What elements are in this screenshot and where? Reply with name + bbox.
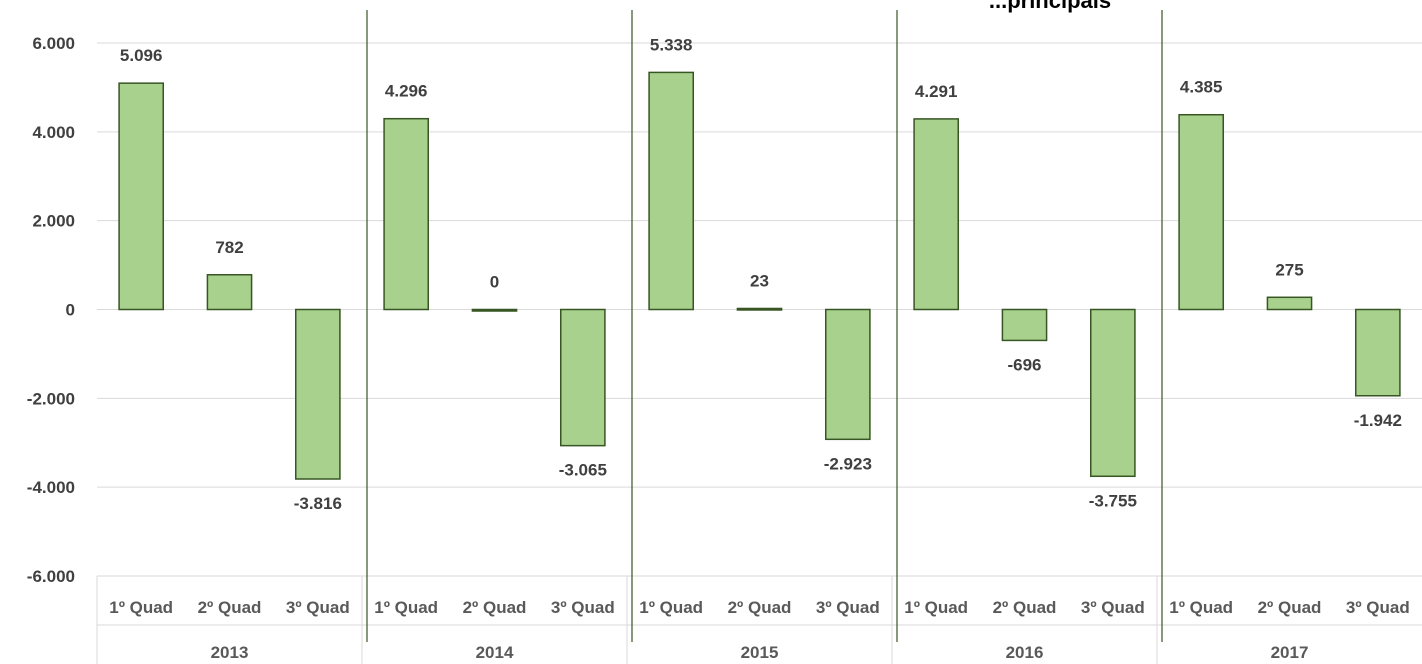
- bar: [1001, 308, 1048, 342]
- category-label: 3º Quad: [286, 598, 350, 617]
- chart-title-fragment: ...principais: [989, 0, 1111, 13]
- data-label: -696: [1007, 355, 1041, 374]
- group-label: 2014: [476, 643, 514, 662]
- y-tick-label: -2.000: [27, 389, 75, 408]
- category-label: 2º Quad: [1258, 598, 1322, 617]
- category-label: 3º Quad: [816, 598, 880, 617]
- y-tick-label: 0: [66, 301, 75, 320]
- data-label: -3.755: [1089, 491, 1137, 510]
- bar: [1266, 296, 1313, 311]
- data-label: -3.816: [294, 494, 342, 513]
- category-label: 3º Quad: [551, 598, 615, 617]
- category-label: 3º Quad: [1081, 598, 1145, 617]
- year-separators: [366, 10, 1163, 642]
- bar: [118, 82, 165, 311]
- bar: [295, 308, 341, 480]
- bar: [1355, 308, 1401, 397]
- data-label: 5.338: [650, 35, 693, 54]
- y-axis-ticks: 6.000 4.000 2.000 0 -2.000 -4.000 -6.000: [27, 34, 75, 586]
- data-label: -1.942: [1354, 411, 1402, 430]
- bar: [560, 308, 606, 447]
- data-labels: 5.096 782 -3.816 4.296 0 -3.065 5.338 23 -2.923 4…: [120, 35, 1402, 513]
- category-label: 2º Quad: [463, 598, 527, 617]
- y-tick-label: 6.000: [32, 34, 75, 53]
- data-label: 0: [490, 273, 499, 292]
- bar: [1090, 308, 1136, 478]
- group-label: 2013: [211, 643, 249, 662]
- y-tick-label: 4.000: [32, 123, 75, 142]
- bars: [118, 71, 1401, 480]
- data-label: 4.296: [385, 82, 428, 101]
- category-label: 1º Quad: [1169, 598, 1233, 617]
- y-tick-label: 2.000: [32, 212, 75, 231]
- data-label: 5.096: [120, 46, 163, 65]
- group-label: 2016: [1006, 643, 1044, 662]
- data-label: -2.923: [824, 454, 872, 473]
- category-label: 1º Quad: [374, 598, 438, 617]
- category-label: 3º Quad: [1346, 598, 1410, 617]
- data-label: 23: [750, 271, 769, 290]
- bar: [648, 71, 694, 311]
- y-tick-label: -4.000: [27, 478, 75, 497]
- category-label: 1º Quad: [904, 598, 968, 617]
- group-label: 2017: [1271, 643, 1309, 662]
- category-label: 1º Quad: [639, 598, 703, 617]
- data-label: -3.065: [559, 461, 607, 480]
- data-label: 4.385: [1180, 78, 1223, 97]
- data-label: 4.291: [915, 82, 958, 101]
- bar: [736, 307, 783, 311]
- bar: [825, 308, 871, 441]
- bar: [383, 117, 430, 311]
- category-label: 2º Quad: [198, 598, 262, 617]
- data-label: 782: [215, 238, 243, 257]
- bar: [206, 274, 253, 311]
- category-axis: 1º Quad 2º Quad 3º Quad 2013 1º Quad 2º Quad 3…: [96, 575, 1422, 664]
- bar: [913, 118, 959, 311]
- data-label: 275: [1275, 260, 1303, 279]
- category-label: 2º Quad: [728, 598, 792, 617]
- category-label: 2º Quad: [993, 598, 1057, 617]
- bar: [1178, 113, 1225, 311]
- group-label: 2015: [741, 643, 779, 662]
- category-label: 1º Quad: [109, 598, 173, 617]
- bar: [471, 308, 518, 312]
- y-tick-label: -6.000: [27, 567, 75, 586]
